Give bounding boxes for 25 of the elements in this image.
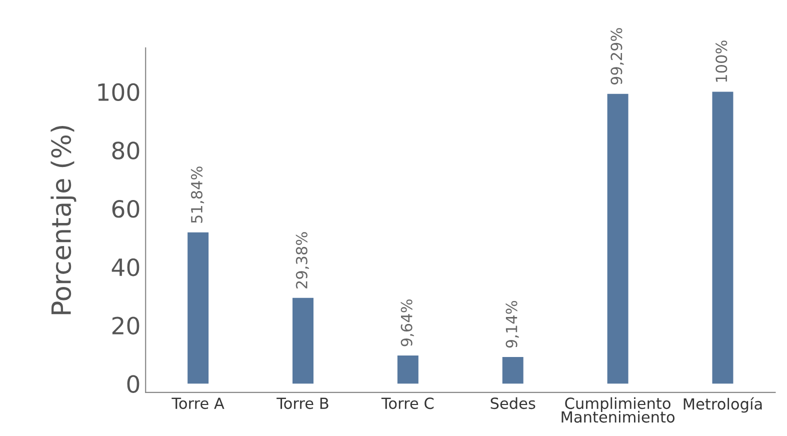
bar [292, 298, 314, 384]
x-tick-label: Torre C [381, 398, 434, 410]
y-tick-label: 40 [112, 258, 140, 276]
bar [188, 232, 209, 384]
y-tick-label: 100 [98, 83, 140, 102]
bar [607, 94, 628, 384]
x-tick-label: Cumplimiento Mantenimiento [562, 397, 675, 423]
y-tick-label: 20 [112, 316, 140, 335]
x-tick-label: Torre B [276, 398, 328, 410]
bar [502, 356, 524, 384]
x-tick-label: Torre A [172, 398, 224, 410]
y-tick-label: 0 [127, 375, 140, 393]
data-label: 9,14% [506, 300, 519, 348]
data-label: 51,84% [190, 166, 204, 223]
x-tick-label: Sedes [490, 397, 536, 410]
y-axis-title: Porcentaje (%) [50, 126, 76, 314]
bar [712, 92, 734, 384]
data-label: 100% [716, 40, 728, 82]
data-label: 99,29% [610, 28, 624, 85]
x-tick-label: Metrología [684, 397, 762, 413]
data-label: 9,64% [400, 299, 414, 346]
y-tick-label: 60 [112, 200, 140, 218]
bar [397, 356, 418, 384]
data-label: 29,38% [296, 232, 309, 288]
y-tick-label: 80 [112, 142, 140, 160]
